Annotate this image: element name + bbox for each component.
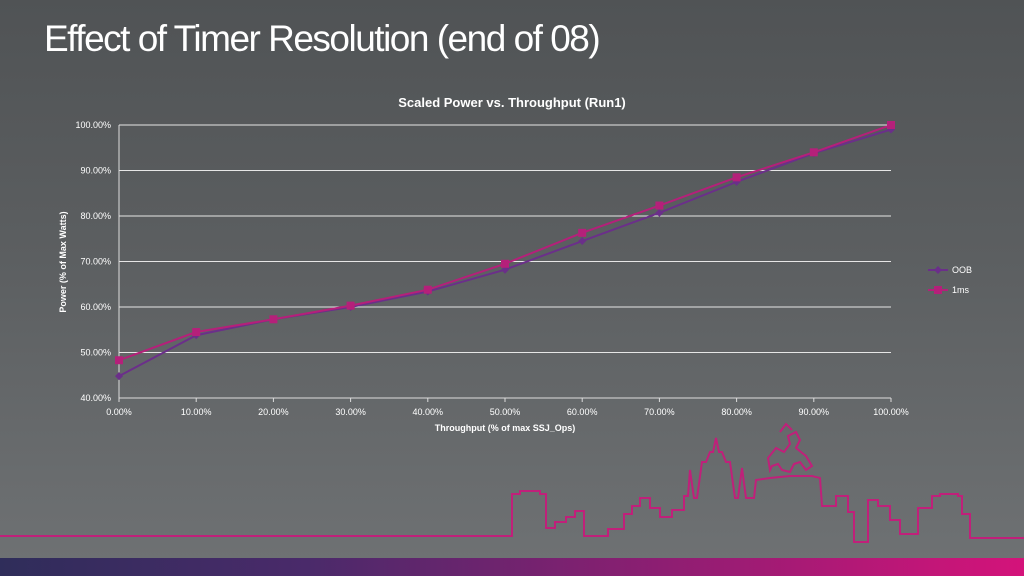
series-line-oob (118, 128, 892, 378)
legend-label: OOB (952, 265, 972, 275)
chart-title: Scaled Power vs. Throughput (Run1) (398, 95, 626, 110)
y-tick-label: 80.00% (80, 211, 111, 221)
data-point-1ms (809, 148, 818, 157)
data-point-1ms (346, 301, 355, 310)
y-tick-label: 40.00% (80, 393, 111, 403)
y-tick-label: 100.00% (75, 120, 111, 130)
legend: OOB 1ms (928, 265, 972, 295)
x-tick-label: 30.00% (335, 407, 366, 417)
x-tick-label: 0.00% (106, 407, 132, 417)
horse-statue-decoration (766, 422, 814, 474)
data-point-oob (655, 208, 664, 217)
x-tick-label: 70.00% (644, 407, 675, 417)
x-tick-label: 90.00% (799, 407, 830, 417)
y-tick-label: 90.00% (80, 166, 111, 176)
data-point-1ms (578, 228, 587, 237)
legend-marker (934, 266, 942, 274)
x-tick-label: 80.00% (721, 407, 752, 417)
x-tick-label: 60.00% (567, 407, 598, 417)
data-point-1ms (192, 328, 201, 337)
series-line-1ms (118, 124, 892, 362)
y-tick-label: 50.00% (80, 348, 111, 358)
data-point-oob (578, 237, 587, 246)
series-layer (115, 121, 895, 381)
data-point-1ms (423, 285, 432, 294)
legend-label: 1ms (952, 285, 970, 295)
bottom-accent-bar (0, 558, 1024, 576)
x-axis-label: Throughput (% of max SSJ_Ops) (435, 423, 576, 433)
data-point-1ms (115, 356, 123, 365)
x-tick-label: 100.00% (873, 407, 909, 417)
slide-title: Effect of Timer Resolution (end of 08) (44, 18, 601, 59)
y-axis-label: Power (% of Max Watts) (58, 211, 68, 312)
skyline-decoration (0, 437, 1024, 543)
x-tick-label: 10.00% (181, 407, 212, 417)
data-point-1ms (269, 315, 278, 324)
y-tick-label: 60.00% (80, 302, 111, 312)
data-point-1ms (655, 201, 664, 210)
x-tick-label: 20.00% (258, 407, 289, 417)
x-tick-label: 50.00% (490, 407, 521, 417)
data-point-1ms (887, 121, 895, 129)
y-tick-label: 70.00% (80, 257, 111, 267)
series-1ms (115, 121, 895, 365)
x-tick-label: 40.00% (413, 407, 444, 417)
data-point-oob (115, 372, 123, 381)
data-point-1ms (501, 259, 509, 268)
axes: 40.00% 50.00% 60.00% 70.00% 80.00% 90.00% 100.… (75, 120, 908, 417)
data-point-1ms (732, 173, 741, 182)
legend-marker (934, 286, 942, 294)
